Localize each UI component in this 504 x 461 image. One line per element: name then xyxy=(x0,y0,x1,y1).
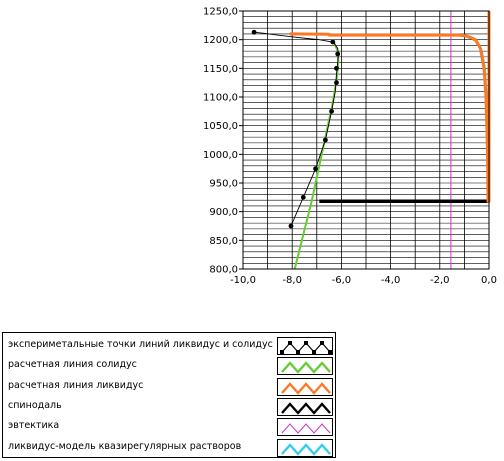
y-tick-label: 1250,0 xyxy=(203,7,238,18)
legend-item: спинодаль xyxy=(3,397,335,417)
phase-diagram-chart: -10,0 -8,0 -6,0 -4,0 -2,0 0,0 800,0 850,0 900,0… xyxy=(203,7,497,287)
y-axis-ticks: 800,0 850,0 900,0 950,0 1000,0 1050,0 1100,0 11… xyxy=(203,7,243,276)
legend-swatch xyxy=(277,438,333,457)
legend-item: расчетная линия ликвидус xyxy=(3,377,335,397)
legend-swatch-line xyxy=(281,442,331,456)
y-tick-label: 950,0 xyxy=(209,179,238,190)
legend-swatch-marker xyxy=(280,350,284,354)
legend-swatch-line xyxy=(281,402,331,415)
legend-swatch xyxy=(277,397,333,416)
legend-label: спинодаль xyxy=(8,399,62,411)
experimental-point xyxy=(335,51,341,57)
legend-item: эвтектика xyxy=(3,417,335,437)
experimental-point xyxy=(329,108,334,114)
legend-item: расчетная линия солидус xyxy=(3,356,335,376)
experimental-point xyxy=(300,194,306,200)
legend-swatch xyxy=(277,337,333,355)
experimental-point xyxy=(334,80,339,86)
experimental-point xyxy=(251,29,257,35)
x-tick-label: 0,0 xyxy=(481,275,497,286)
legend-swatch-marker xyxy=(288,341,292,345)
y-tick-label: 850,0 xyxy=(209,236,238,247)
legend-item: экспериметальные точки линий ликвидус и … xyxy=(3,336,335,356)
experimental-point xyxy=(313,166,318,172)
legend-swatch-marker xyxy=(312,350,316,354)
legend-swatch xyxy=(277,377,333,396)
y-tick-label: 800,0 xyxy=(209,265,238,276)
legend-swatch xyxy=(277,357,333,376)
legend-label: расчетная линия солидус xyxy=(8,359,137,371)
legend-item: ликвидус-модель квазирегулярных растворо… xyxy=(3,438,335,458)
legend-label: расчетная линия ликвидус xyxy=(8,379,144,391)
x-tick-label: -8,0 xyxy=(282,275,302,286)
legend-swatch-marker xyxy=(328,350,332,354)
series-experimental-line xyxy=(254,31,339,227)
experimental-point xyxy=(330,39,336,45)
experimental-point xyxy=(334,65,339,71)
experimental-point xyxy=(323,137,328,143)
series-layer xyxy=(251,11,491,270)
series-line-2 xyxy=(289,11,491,203)
experimental-point xyxy=(288,223,294,229)
x-tick-label: -2,0 xyxy=(430,275,450,286)
legend-label: эвтектика xyxy=(8,420,60,432)
legend-label: экспериметальные точки линий ликвидус и … xyxy=(8,339,273,350)
y-tick-label: 1050,0 xyxy=(203,121,238,132)
x-tick-label: -4,0 xyxy=(381,275,401,286)
legend-swatch-marker xyxy=(304,341,308,345)
y-tick-label: 1150,0 xyxy=(203,64,238,75)
y-tick-label: 900,0 xyxy=(209,207,238,218)
x-tick-label: -10,0 xyxy=(230,275,256,286)
legend-swatch-marker xyxy=(296,350,300,354)
legend-swatch-line xyxy=(281,381,331,395)
grid xyxy=(242,10,490,270)
x-axis-ticks: -10,0 -8,0 -6,0 -4,0 -2,0 0,0 xyxy=(230,275,497,286)
y-tick-label: 1200,0 xyxy=(203,35,238,46)
legend-swatch xyxy=(277,418,333,437)
y-tick-label: 1100,0 xyxy=(203,93,238,104)
plot-frame xyxy=(242,10,490,270)
legend-swatch-marker xyxy=(320,341,324,345)
y-tick-label: 1000,0 xyxy=(203,150,238,161)
legend: экспериметальные точки линий ликвидус и … xyxy=(2,332,336,458)
legend-swatch-line xyxy=(281,423,331,434)
legend-swatch-line xyxy=(281,361,331,375)
x-tick-label: -6,0 xyxy=(332,275,352,286)
legend-label: ликвидус-модель квазирегулярных растворо… xyxy=(8,440,242,452)
